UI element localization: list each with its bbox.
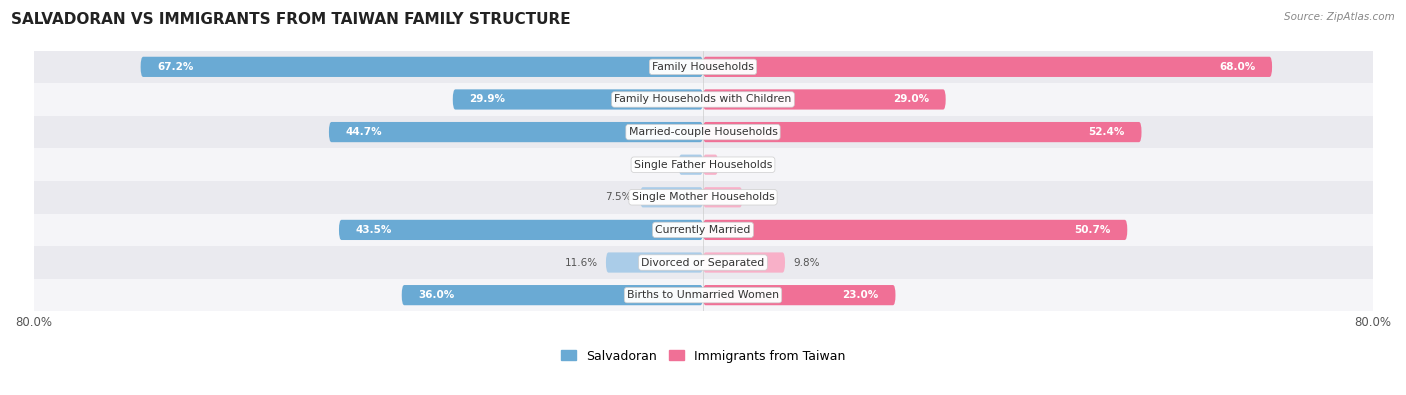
Text: 29.0%: 29.0%	[893, 94, 929, 104]
Text: Family Households: Family Households	[652, 62, 754, 72]
Text: 29.9%: 29.9%	[470, 94, 506, 104]
Text: 4.7%: 4.7%	[751, 192, 778, 202]
Text: Single Father Households: Single Father Households	[634, 160, 772, 170]
FancyBboxPatch shape	[679, 154, 703, 175]
Text: 52.4%: 52.4%	[1088, 127, 1125, 137]
FancyBboxPatch shape	[339, 220, 703, 240]
Bar	[34, 181, 1372, 214]
Text: Source: ZipAtlas.com: Source: ZipAtlas.com	[1284, 12, 1395, 22]
Text: SALVADORAN VS IMMIGRANTS FROM TAIWAN FAMILY STRUCTURE: SALVADORAN VS IMMIGRANTS FROM TAIWAN FAM…	[11, 12, 571, 27]
Bar	[34, 246, 1372, 279]
Text: Family Households with Children: Family Households with Children	[614, 94, 792, 104]
Text: 36.0%: 36.0%	[419, 290, 454, 300]
Text: 2.9%: 2.9%	[644, 160, 671, 170]
FancyBboxPatch shape	[703, 122, 1142, 142]
FancyBboxPatch shape	[141, 57, 703, 77]
Text: 68.0%: 68.0%	[1219, 62, 1256, 72]
FancyBboxPatch shape	[453, 89, 703, 109]
FancyBboxPatch shape	[606, 252, 703, 273]
Bar	[34, 116, 1372, 149]
FancyBboxPatch shape	[703, 252, 785, 273]
FancyBboxPatch shape	[402, 285, 703, 305]
Text: Births to Unmarried Women: Births to Unmarried Women	[627, 290, 779, 300]
Text: 50.7%: 50.7%	[1074, 225, 1111, 235]
Text: Married-couple Households: Married-couple Households	[628, 127, 778, 137]
Text: 67.2%: 67.2%	[157, 62, 194, 72]
Bar	[34, 214, 1372, 246]
Text: Single Mother Households: Single Mother Households	[631, 192, 775, 202]
Text: 43.5%: 43.5%	[356, 225, 392, 235]
Legend: Salvadoran, Immigrants from Taiwan: Salvadoran, Immigrants from Taiwan	[561, 350, 845, 363]
Text: Divorced or Separated: Divorced or Separated	[641, 258, 765, 267]
Text: 11.6%: 11.6%	[564, 258, 598, 267]
Text: 23.0%: 23.0%	[842, 290, 879, 300]
Text: 9.8%: 9.8%	[793, 258, 820, 267]
Bar	[34, 279, 1372, 311]
Bar	[34, 83, 1372, 116]
FancyBboxPatch shape	[703, 154, 718, 175]
FancyBboxPatch shape	[703, 57, 1272, 77]
FancyBboxPatch shape	[703, 220, 1128, 240]
FancyBboxPatch shape	[640, 187, 703, 207]
Text: 7.5%: 7.5%	[606, 192, 631, 202]
FancyBboxPatch shape	[703, 187, 742, 207]
Text: Currently Married: Currently Married	[655, 225, 751, 235]
Bar	[34, 149, 1372, 181]
FancyBboxPatch shape	[703, 89, 946, 109]
Bar	[34, 51, 1372, 83]
FancyBboxPatch shape	[329, 122, 703, 142]
Text: 1.8%: 1.8%	[727, 160, 754, 170]
FancyBboxPatch shape	[703, 285, 896, 305]
Text: 44.7%: 44.7%	[346, 127, 382, 137]
